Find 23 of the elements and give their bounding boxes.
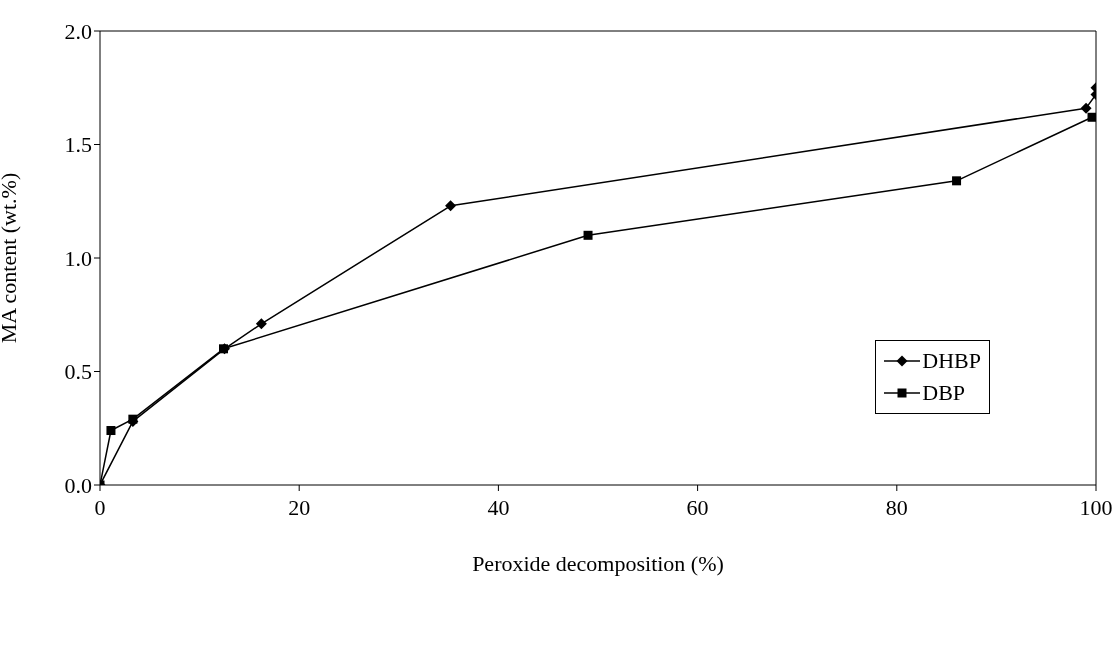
- y-axis-title: MA content (wt.%): [0, 172, 21, 344]
- point: [445, 200, 457, 212]
- x-tick-label: 100: [1079, 494, 1113, 520]
- point: [952, 176, 962, 186]
- point: [1080, 102, 1092, 114]
- y-tick-label: 1.5: [64, 132, 92, 158]
- point: [1087, 112, 1096, 122]
- x-tick-label: 40: [487, 494, 510, 520]
- legend-label: DHBP: [922, 348, 981, 374]
- y-tick-label: 2.0: [64, 18, 92, 44]
- point: [106, 426, 116, 436]
- point: [583, 230, 593, 240]
- point: [219, 344, 228, 354]
- x-axis-title: Peroxide decomposition (%): [472, 551, 724, 576]
- y-tick-label: 0.0: [64, 472, 92, 498]
- x-tick-label: 20: [288, 494, 311, 520]
- x-tick-label: 0: [94, 494, 106, 520]
- x-tick-label: 80: [885, 494, 908, 520]
- y-tick-label: 0.5: [64, 359, 92, 385]
- y-tick-label: 1.0: [64, 245, 92, 271]
- x-tick-label: 60: [686, 494, 709, 520]
- point: [255, 318, 267, 330]
- legend-label: DBP: [922, 380, 966, 406]
